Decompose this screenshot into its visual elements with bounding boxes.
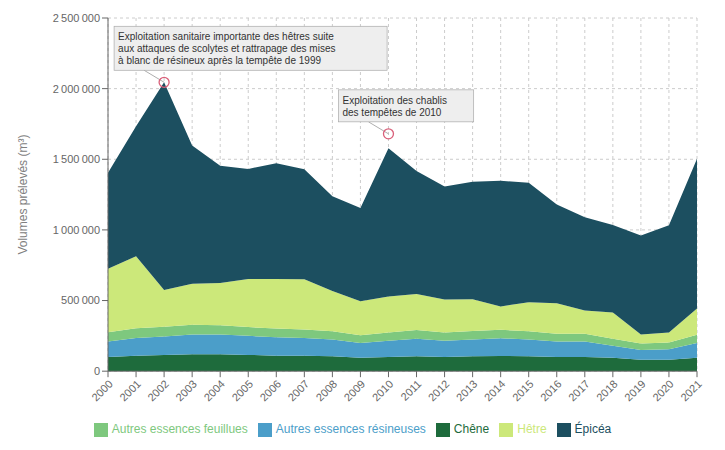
svg-text:2018: 2018	[594, 378, 620, 404]
svg-text:2008: 2008	[314, 378, 340, 404]
svg-text:Volumes prélevés (m³): Volumes prélevés (m³)	[16, 135, 30, 255]
svg-text:2 500 000: 2 500 000	[53, 12, 100, 24]
html-text:Épicéa: Épicéa	[574, 422, 612, 437]
svg-text:2020: 2020	[650, 378, 676, 404]
html-text:Chêne: Chêne	[453, 422, 490, 437]
svg-text:0: 0	[94, 365, 100, 377]
svg-text:Exploitation des chablisdes te: Exploitation des chablisdes tempêtes de …	[342, 95, 447, 118]
svg-text:2011: 2011	[398, 378, 423, 403]
svg-text:2003: 2003	[173, 378, 199, 404]
svg-text:2005: 2005	[229, 378, 255, 404]
html-text:Autres essences feuillues: Autres essences feuillues	[111, 422, 248, 437]
svg-text:2017: 2017	[566, 378, 592, 404]
svg-text:2007: 2007	[285, 378, 311, 404]
svg-text:2015: 2015	[510, 378, 536, 404]
svg-text:2019: 2019	[622, 378, 648, 404]
svg-text:1 500 000: 1 500 000	[53, 153, 100, 165]
svg-text:500 000: 500 000	[61, 294, 100, 306]
svg-text:2016: 2016	[538, 378, 564, 404]
svg-text:2000: 2000	[89, 378, 115, 404]
svg-text:2002: 2002	[145, 378, 171, 404]
svg-text:Exploitation sanitaire importa: Exploitation sanitaire importante des hê…	[118, 31, 335, 66]
svg-text:2009: 2009	[342, 378, 368, 404]
html-text:Hêtre: Hêtre	[517, 422, 547, 437]
svg-text:1 000 000: 1 000 000	[53, 224, 100, 236]
svg-text:2006: 2006	[257, 378, 283, 404]
svg-text:2014: 2014	[482, 378, 508, 404]
svg-text:2013: 2013	[454, 378, 480, 404]
svg-text:2012: 2012	[426, 378, 452, 404]
html-text:Autres essences résineuses: Autres essences résineuses	[275, 422, 426, 437]
svg-text:2001: 2001	[117, 378, 143, 404]
svg-text:2004: 2004	[201, 378, 227, 404]
svg-text:2 000 000: 2 000 000	[53, 83, 100, 95]
svg-text:2021: 2021	[678, 378, 704, 404]
svg-text:2010: 2010	[370, 378, 396, 404]
